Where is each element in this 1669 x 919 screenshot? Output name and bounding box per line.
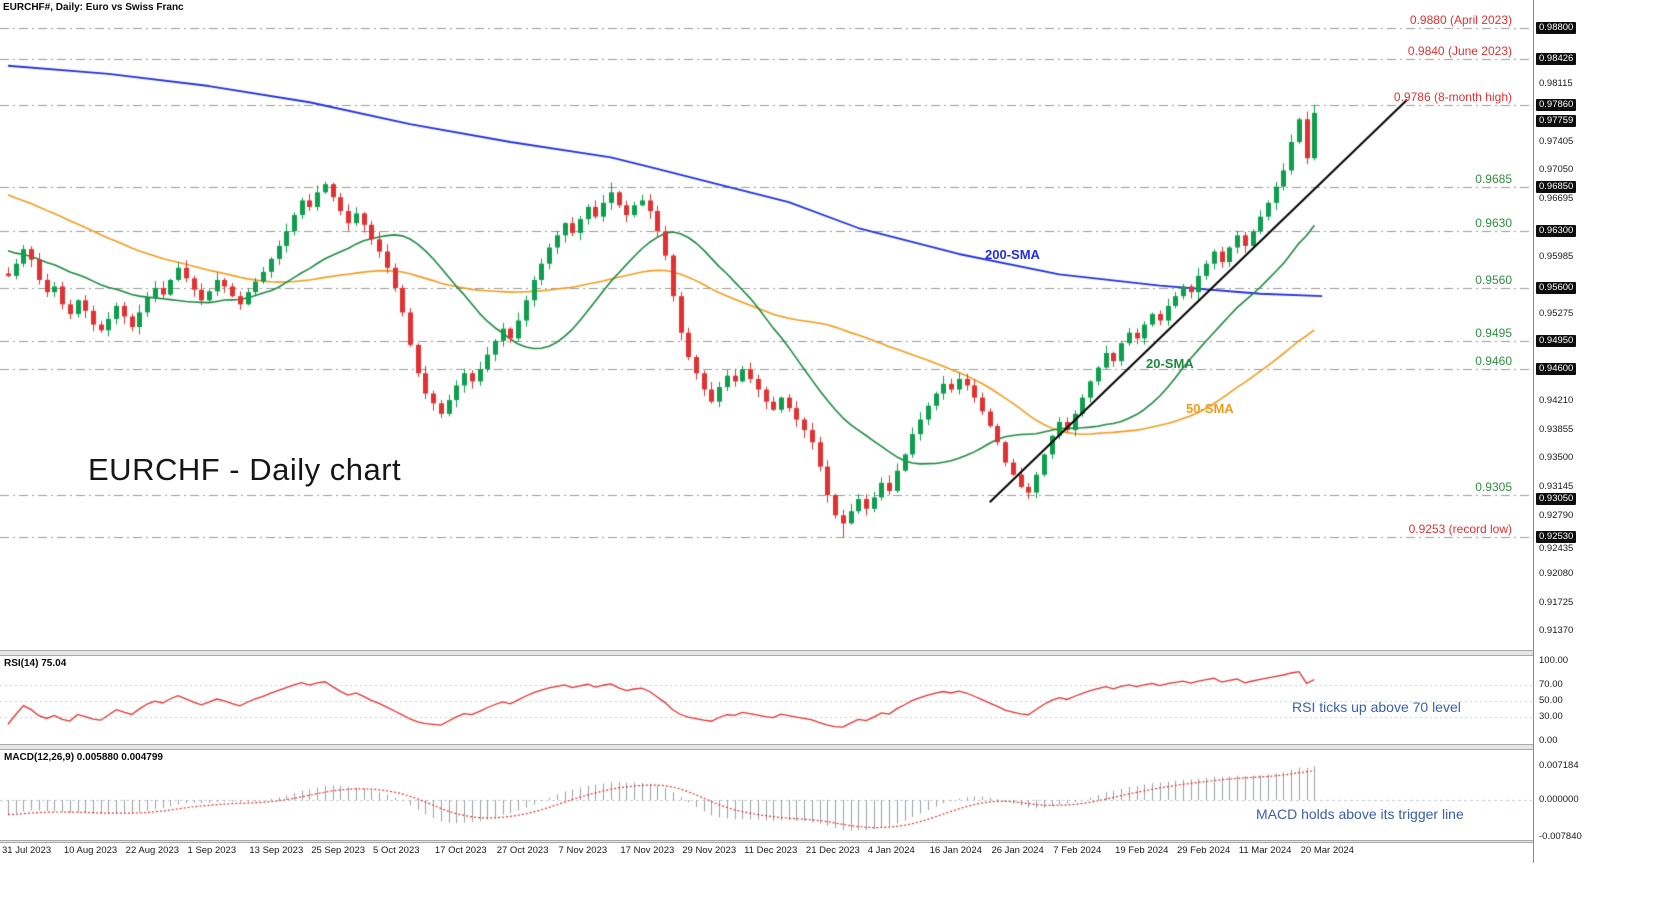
date-label: 26 Jan 2024 — [991, 845, 1044, 856]
chart-watermark: EURCHF - Daily chart — [88, 452, 402, 487]
price-tick-label: 0.95985 — [1539, 250, 1574, 262]
date-label: 16 Jan 2024 — [929, 845, 982, 856]
date-label: 7 Nov 2023 — [558, 845, 608, 856]
rsi-tick-label: 30.00 — [1539, 711, 1563, 722]
price-tick-label: 0.95275 — [1539, 308, 1574, 320]
rsi-annotation: RSI ticks up above 70 level — [1292, 699, 1461, 715]
date-label: 19 Feb 2024 — [1115, 845, 1169, 856]
date-label: 21 Dec 2023 — [805, 845, 860, 856]
price-badge: 0.96300 — [1536, 225, 1577, 238]
sma200-label: 200-SMA — [985, 247, 1040, 262]
symbol-title: EURCHF#, Daily: Euro vs Swiss Franc — [3, 2, 184, 13]
price-badge: 0.94600 — [1536, 363, 1577, 376]
price-badge: 0.96850 — [1536, 180, 1577, 193]
date-label: 20 Mar 2024 — [1300, 845, 1354, 856]
panel-separator — [0, 840, 1669, 843]
date-label: 29 Nov 2023 — [682, 845, 737, 856]
price-badge: 0.95600 — [1536, 282, 1577, 295]
price-badge: 0.97759 — [1536, 114, 1577, 127]
date-label: 22 Aug 2023 — [125, 845, 180, 856]
macd-tick-label: 0.000000 — [1539, 794, 1579, 805]
macd-annotation: MACD holds above its trigger line — [1256, 806, 1464, 822]
price-badge: 0.92530 — [1536, 531, 1577, 544]
rsi-canvas[interactable] — [0, 656, 1532, 744]
panel-separator[interactable] — [0, 744, 1669, 750]
price-tick-label: 0.96695 — [1539, 193, 1574, 205]
price-tick-label: 0.91370 — [1539, 625, 1574, 637]
price-badge: 0.98800 — [1536, 22, 1577, 35]
date-label: 31 Jul 2023 — [2, 845, 52, 856]
rsi-tick-label: 0.00 — [1539, 735, 1558, 746]
rsi-tick-label: 50.00 — [1539, 695, 1563, 706]
price-tick-label: 0.98115 — [1539, 77, 1573, 89]
price-tick-label: 0.97050 — [1539, 164, 1574, 176]
price-tick-label: 0.92435 — [1539, 542, 1574, 554]
date-label: 27 Oct 2023 — [496, 845, 549, 856]
date-label: 1 Sep 2023 — [187, 845, 237, 856]
price-tick-label: 0.94210 — [1539, 394, 1574, 406]
price-badge: 0.93050 — [1536, 493, 1577, 505]
time-axis[interactable]: 31 Jul 2023 10 Aug 2023 22 Aug 2023 1 Sep 2… — [0, 843, 1532, 863]
date-label: 17 Oct 2023 — [434, 845, 487, 856]
macd-indicator-label: MACD(12,26,9) 0.005880 0.004799 — [4, 752, 163, 763]
price-tick-label: 0.93855 — [1539, 423, 1574, 435]
date-label: 17 Nov 2023 — [620, 845, 675, 856]
date-label: 25 Sep 2023 — [311, 845, 366, 856]
macd-tick-label: -0.007840 — [1539, 831, 1582, 843]
rsi-indicator-label: RSI(14) 75.04 — [4, 658, 67, 669]
date-label: 5 Oct 2023 — [373, 845, 420, 856]
price-tick-label: 0.93145 — [1539, 481, 1574, 493]
sma20-label: 20-SMA — [1146, 356, 1194, 371]
rsi-tick-label: 100.00 — [1539, 655, 1569, 666]
rsi-tick-label: 70.00 — [1539, 679, 1563, 690]
date-label: 11 Dec 2023 — [744, 845, 798, 856]
price-tick-label: 0.97405 — [1539, 135, 1574, 147]
panel-separator[interactable] — [0, 650, 1669, 656]
price-badge: 0.94950 — [1536, 334, 1577, 347]
sma50-label: 50-SMA — [1186, 401, 1234, 416]
price-badge: 0.98426 — [1536, 52, 1577, 65]
macd-canvas[interactable] — [0, 750, 1532, 840]
main-chart-canvas[interactable] — [0, 0, 1532, 650]
date-label: 4 Jan 2024 — [867, 845, 915, 856]
date-label: 29 Feb 2024 — [1176, 845, 1231, 856]
price-badge: 0.97860 — [1536, 98, 1577, 111]
date-label: 10 Aug 2023 — [63, 845, 118, 856]
date-label: 11 Mar 2024 — [1238, 845, 1292, 856]
price-tick-label: 0.92080 — [1539, 567, 1574, 579]
price-tick-label: 0.93500 — [1539, 452, 1574, 464]
price-tick-label: 0.91725 — [1539, 596, 1574, 608]
price-axis[interactable]: 0.98800 0.98426 0.98115 0.97860 0.97759 0.974… — [1533, 0, 1669, 863]
date-label: 13 Sep 2023 — [249, 845, 304, 856]
price-tick-label: 0.92790 — [1539, 510, 1574, 522]
macd-tick-label: 0.007184 — [1539, 759, 1579, 771]
date-label: 7 Feb 2024 — [1053, 845, 1102, 856]
